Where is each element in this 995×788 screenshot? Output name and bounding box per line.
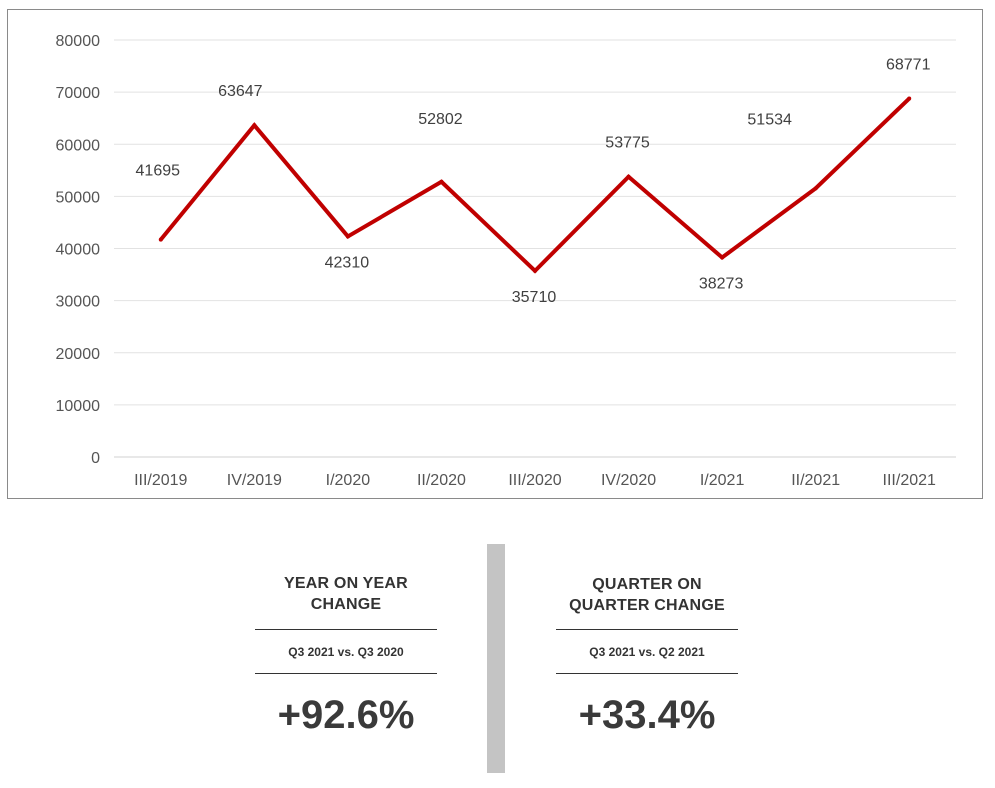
data-label: 42310: [325, 254, 370, 271]
data-label: 68771: [886, 57, 931, 74]
data-point: [533, 268, 537, 273]
qoq-heading: QUARTER ON QUARTER CHANGE: [556, 574, 738, 616]
data-label: 53775: [605, 135, 650, 152]
yoy-stat: YEAR ON YEAR CHANGE Q3 2021 vs. Q3 2020 …: [255, 573, 437, 737]
y-tick-label: 0: [91, 450, 100, 467]
qoq-rule-bottom: [556, 673, 738, 674]
x-tick-label: I/2020: [326, 472, 371, 489]
y-tick-label: 60000: [56, 137, 101, 154]
data-point: [345, 234, 350, 239]
data-point: [626, 174, 631, 179]
data-point: [720, 255, 725, 260]
line-chart: 0 10000 20000 30000 40000 50000 60000 70000 8000…: [56, 33, 956, 489]
x-tick-label: IV/2019: [227, 472, 282, 489]
qoq-stat: QUARTER ON QUARTER CHANGE Q3 2021 vs. Q2…: [556, 574, 738, 737]
y-tick-label: 80000: [56, 33, 101, 50]
x-tick-label: III/2021: [883, 472, 936, 489]
yoy-rule-top: [255, 629, 437, 630]
chart-frame: 0 10000 20000 30000 40000 50000 60000 70000 8000…: [7, 9, 983, 499]
yoy-heading-line2: CHANGE: [310, 596, 382, 613]
y-tick-label: 50000: [56, 189, 101, 206]
qoq-value: +33.4%: [578, 693, 716, 737]
data-point: [813, 186, 818, 191]
qoq-rule-top: [556, 629, 738, 630]
qoq-heading-line2: QUARTER CHANGE: [569, 597, 725, 614]
data-label: 35710: [512, 289, 557, 306]
yoy-value: +92.6%: [277, 693, 415, 737]
data-label: 38273: [699, 276, 744, 293]
x-tick-label: III/2019: [134, 472, 187, 489]
stats-divider: [487, 544, 505, 773]
data-point: [907, 96, 912, 101]
qoq-heading-line1: QUARTER ON: [592, 576, 702, 593]
data-label: 63647: [218, 83, 263, 100]
series-line: [159, 97, 911, 274]
data-point: [252, 123, 257, 128]
yoy-comparison: Q3 2021 vs. Q3 2020: [288, 645, 404, 659]
y-tick-label: 30000: [56, 294, 101, 311]
data-label: 52802: [418, 111, 463, 128]
data-label: 41695: [136, 163, 181, 180]
x-tick-label: II/2021: [791, 472, 840, 489]
y-tick-label: 20000: [56, 346, 101, 363]
y-tick-label: 40000: [56, 242, 101, 259]
x-tick-label: I/2021: [700, 472, 745, 489]
y-tick-label: 70000: [56, 85, 101, 102]
data-point: [158, 237, 163, 242]
x-tick-label: IV/2020: [601, 472, 656, 489]
x-tick-label: II/2020: [417, 472, 466, 489]
x-tick-label: III/2020: [508, 472, 561, 489]
yoy-rule-bottom: [255, 673, 437, 674]
y-tick-label: 10000: [56, 398, 101, 415]
data-label: 51534: [747, 111, 792, 128]
yoy-heading-line1: YEAR ON YEAR: [284, 575, 408, 592]
yoy-heading: YEAR ON YEAR CHANGE: [255, 573, 437, 615]
data-point: [439, 179, 444, 184]
qoq-comparison: Q3 2021 vs. Q2 2021: [589, 645, 705, 659]
